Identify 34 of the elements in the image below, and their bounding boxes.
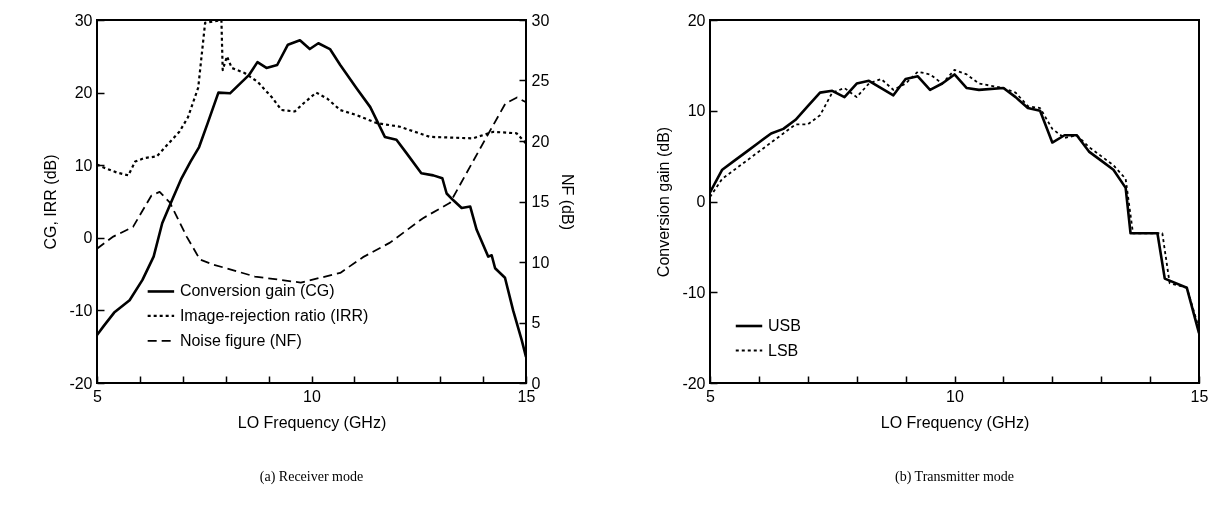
y2-axis-title: NF (dB) (559, 174, 577, 230)
legend-label: LSB (768, 341, 799, 359)
y-tick-label: 30 (74, 11, 93, 29)
y2-tick-label: 30 (531, 11, 550, 29)
x-tick-label: 10 (946, 387, 964, 405)
y2-tick-label: 5 (531, 314, 541, 331)
x-tick-label: 15 (1190, 387, 1209, 405)
y-tick-label: 0 (696, 193, 706, 210)
y-tick-label: -20 (69, 374, 93, 392)
y2-tick-label: 10 (531, 253, 550, 271)
legend-label: Noise figure (NF) (179, 331, 302, 349)
text: (b) Transmitter mode (895, 469, 1014, 485)
x-axis-title: LO Frequency (GHz) (880, 413, 1030, 431)
legend-label: Image-rejection ratio (IRR) (179, 306, 369, 324)
y-tick-label: 20 (687, 11, 706, 29)
y-axis-title: CG, IRR (dB) (42, 154, 60, 250)
x-tick-label: 10 (303, 387, 321, 405)
y-tick-label: -10 (682, 283, 706, 301)
y-tick-label: 10 (687, 102, 706, 120)
x-tick-label: 5 (93, 387, 103, 405)
y-axis-title: Conversion gain (dB) (655, 126, 673, 278)
y2-tick-label: 15 (531, 193, 550, 210)
y-tick-label: 20 (74, 84, 93, 102)
legend-label: Conversion gain (CG) (179, 282, 335, 300)
y-tick-label: -10 (69, 301, 93, 319)
y-tick-label: -20 (682, 374, 706, 392)
y2-tick-label: 20 (531, 132, 550, 150)
x-axis-title: LO Frequency (GHz) (237, 413, 387, 431)
y-tick-label: 0 (83, 229, 93, 247)
legend-label: USB (768, 317, 801, 334)
y-tick-label: 10 (74, 156, 93, 174)
x-tick-label: 5 (706, 387, 716, 405)
y2-tick-label: 25 (531, 72, 550, 89)
text: (a) Receiver mode (259, 469, 364, 485)
